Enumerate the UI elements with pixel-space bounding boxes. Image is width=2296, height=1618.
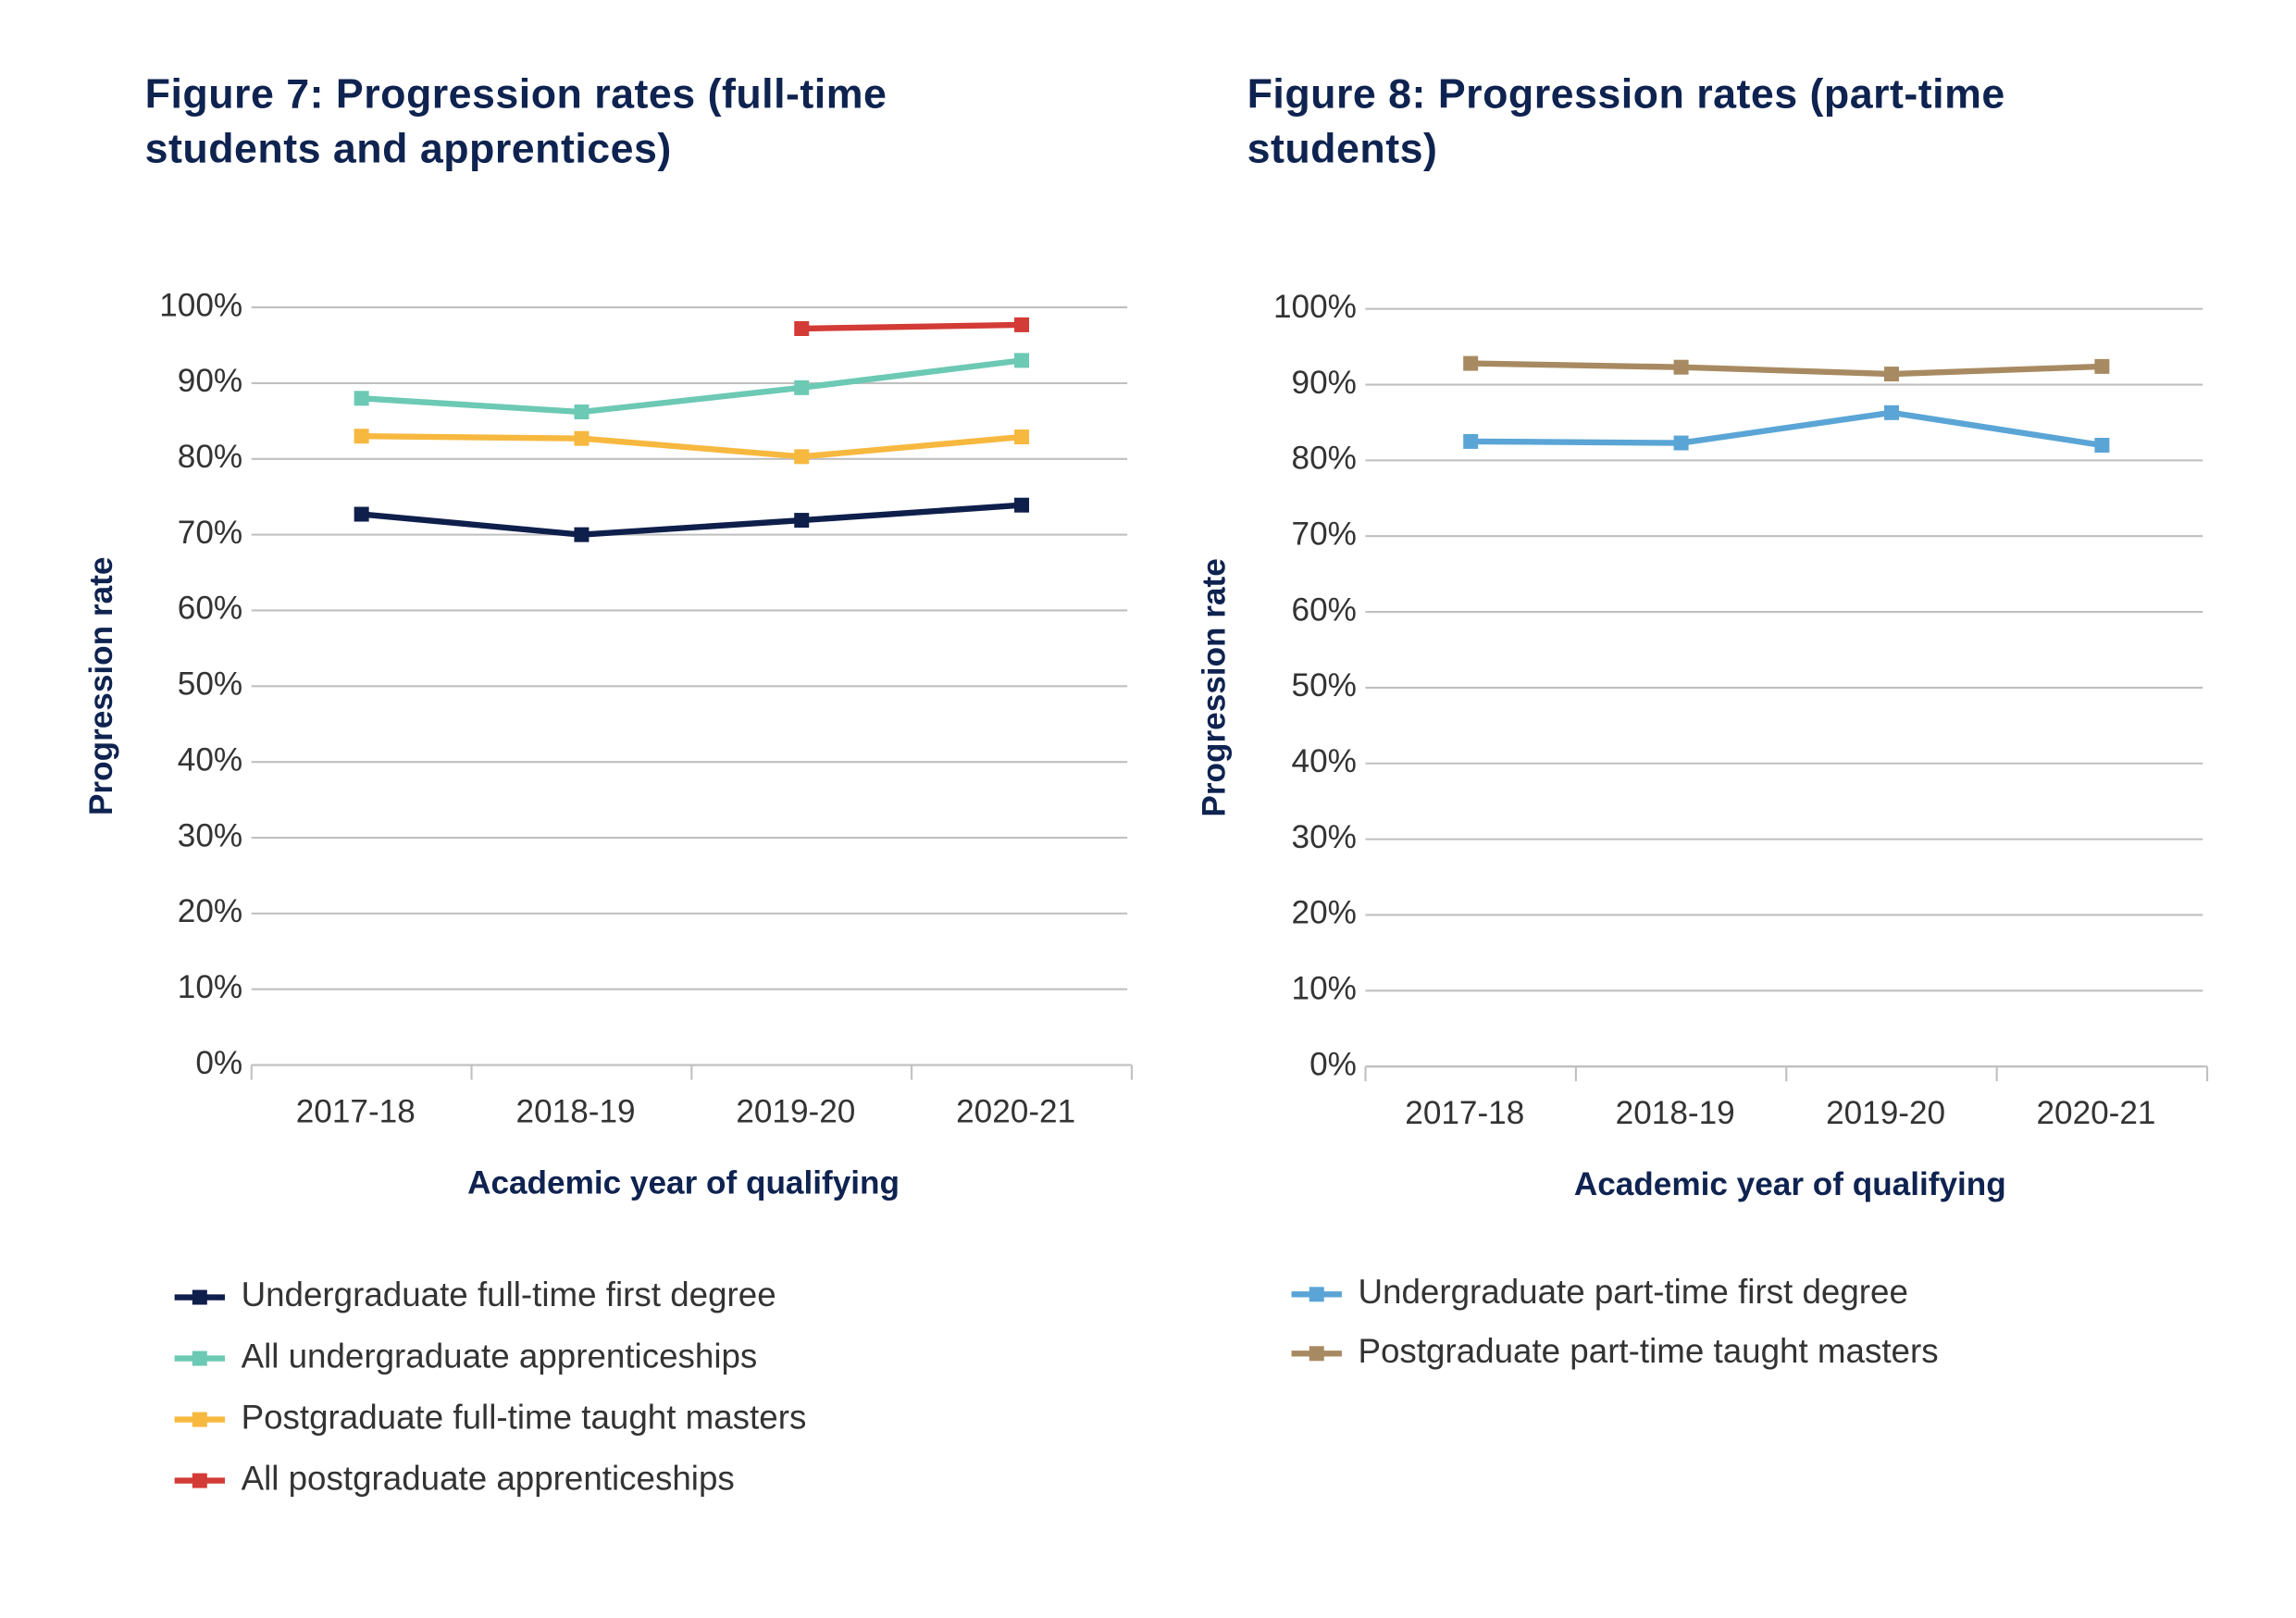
y-tick-label: 10% — [178, 969, 242, 1005]
data-point — [1883, 404, 1899, 420]
x-tick-label: 2018-19 — [516, 1094, 636, 1130]
y-tick-label: 80% — [1292, 441, 1357, 477]
legend-label: All undergraduate apprenticeships — [242, 1337, 758, 1375]
y-tick-label: 60% — [1292, 591, 1357, 628]
series-line — [361, 502, 1023, 538]
data-point — [1014, 497, 1030, 513]
chart-title-box: Figure 8: Progression rates (part-time s… — [1247, 70, 2005, 172]
legend-marker — [1309, 1346, 1324, 1362]
data-point — [2094, 358, 2110, 374]
legend-marker — [192, 1350, 207, 1366]
y-tick-label: 0% — [195, 1045, 242, 1081]
data-point — [574, 404, 590, 420]
data-point — [2094, 438, 2110, 453]
y-tick-label: 50% — [178, 666, 242, 703]
legend-marker — [192, 1289, 207, 1305]
y-axis-title: Progression rate — [83, 557, 119, 815]
y-tick-label: 60% — [178, 591, 242, 627]
legend-marker — [192, 1473, 207, 1488]
y-tick-label: 20% — [178, 893, 242, 929]
x-tick-label: 2017-18 — [1405, 1095, 1524, 1131]
y-tick-label: 70% — [178, 515, 242, 551]
data-point — [1673, 359, 1689, 375]
legend-marker — [192, 1412, 207, 1427]
legend-marker — [1309, 1287, 1324, 1302]
series-line — [801, 321, 1023, 332]
data-point — [574, 527, 590, 542]
data-point — [1014, 353, 1030, 368]
data-point — [794, 321, 810, 336]
y-tick-label: 100% — [1273, 289, 1357, 325]
y-tick-label: 90% — [1292, 365, 1357, 401]
data-point — [574, 430, 590, 446]
data-point — [354, 429, 369, 444]
legend-label: Undergraduate part-time first degree — [1358, 1273, 1907, 1311]
chart-title-box: Figure 7: Progression rates (full-time s… — [144, 70, 887, 172]
x-axis-title: Academic year of qualifying — [467, 1164, 900, 1201]
legend-label: Undergraduate full-time first degree — [242, 1276, 776, 1313]
y-tick-label: 30% — [1292, 819, 1357, 855]
series-line — [1471, 360, 2103, 378]
data-point — [794, 449, 810, 465]
y-tick-label: 20% — [1292, 895, 1357, 931]
series-line — [1471, 409, 2103, 449]
data-point — [354, 506, 369, 522]
y-tick-label: 0% — [1309, 1046, 1357, 1082]
chart-title: Figure 8: Progression rates (part-time s… — [1247, 70, 2005, 172]
x-tick-label: 2020-21 — [956, 1094, 1075, 1130]
y-tick-label: 50% — [1292, 667, 1357, 703]
legend-label: Postgraduate full-time taught masters — [242, 1398, 807, 1436]
y-axis-title: Progression rate — [1196, 558, 1232, 816]
data-point — [1014, 429, 1030, 445]
series-line — [361, 433, 1023, 460]
data-point — [1463, 433, 1479, 449]
y-tick-label: 40% — [1292, 743, 1357, 779]
x-tick-label: 2017-18 — [296, 1094, 416, 1130]
y-tick-label: 70% — [1292, 517, 1357, 553]
y-tick-label: 90% — [178, 363, 242, 399]
series-line — [361, 357, 1023, 416]
chart-title: Figure 7: Progression rates (full-time s… — [144, 70, 887, 172]
data-point — [1014, 317, 1030, 332]
data-point — [794, 513, 810, 529]
y-tick-label: 80% — [178, 439, 242, 475]
y-tick-label: 100% — [159, 287, 242, 323]
data-point — [1883, 367, 1899, 382]
data-point — [1673, 435, 1689, 451]
x-tick-label: 2019-20 — [736, 1094, 855, 1130]
x-axis-title: Academic year of qualifying — [1574, 1166, 2006, 1202]
data-point — [794, 380, 810, 395]
x-tick-label: 2018-19 — [1616, 1095, 1735, 1131]
x-tick-label: 2020-21 — [2036, 1095, 2155, 1131]
y-tick-label: 40% — [178, 741, 242, 778]
y-tick-label: 10% — [1292, 971, 1357, 1007]
legend-label: Postgraduate part-time taught masters — [1358, 1332, 1938, 1370]
legend-label: All postgraduate apprenticeships — [242, 1459, 735, 1497]
x-tick-label: 2019-20 — [1826, 1095, 1945, 1131]
data-point — [354, 391, 369, 406]
data-point — [1463, 355, 1479, 371]
y-tick-label: 30% — [178, 817, 242, 853]
